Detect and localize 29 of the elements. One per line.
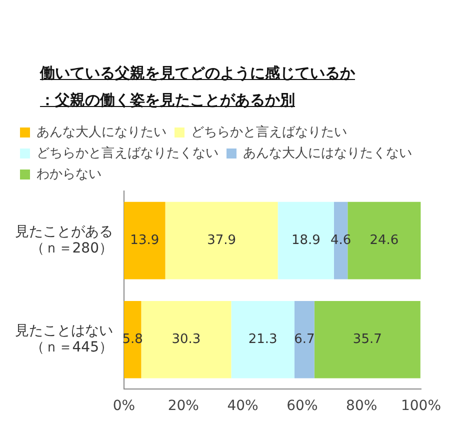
x-tick-label: 80% [346, 398, 378, 414]
legend-label: どちらかと言えばなりたい [191, 124, 347, 140]
y-tick-label: 見たことがある（ｎ＝280） [15, 224, 113, 257]
bar [124, 202, 166, 280]
data-label: 37.9 [207, 232, 236, 248]
bar [314, 301, 420, 378]
bar [165, 202, 278, 280]
x-tick-label: 20% [168, 398, 199, 414]
data-label: 35.7 [352, 332, 382, 348]
data-label: 6.7 [294, 332, 315, 348]
chart-title: 働いている父親を見てどのように感じているか [40, 64, 356, 83]
bar [294, 301, 314, 378]
y-tick-label: 見たことはない（ｎ＝445） [15, 322, 113, 356]
x-tick-label: 0% [112, 398, 136, 414]
x-tick-label: 60% [286, 398, 318, 414]
bar [231, 301, 294, 378]
chart-subtitle: ：父親の働く姿を見たことがあるか別 [40, 91, 296, 110]
bar [141, 301, 232, 378]
data-label: 18.9 [291, 232, 320, 248]
data-label: 24.6 [370, 232, 399, 248]
data-label: 13.9 [130, 232, 160, 248]
legend-label: あんな大人になりたい [36, 124, 166, 140]
legend-label: わからない [36, 166, 102, 182]
x-tick-label: 100% [400, 398, 442, 414]
x-tick-label: 40% [227, 398, 258, 414]
legend-label: あんな大人にはなりたくない [243, 146, 412, 161]
legend-label: どちらかと言えばなりたくない [36, 144, 218, 161]
data-label: 21.3 [248, 332, 278, 348]
data-label: 30.3 [172, 332, 201, 348]
